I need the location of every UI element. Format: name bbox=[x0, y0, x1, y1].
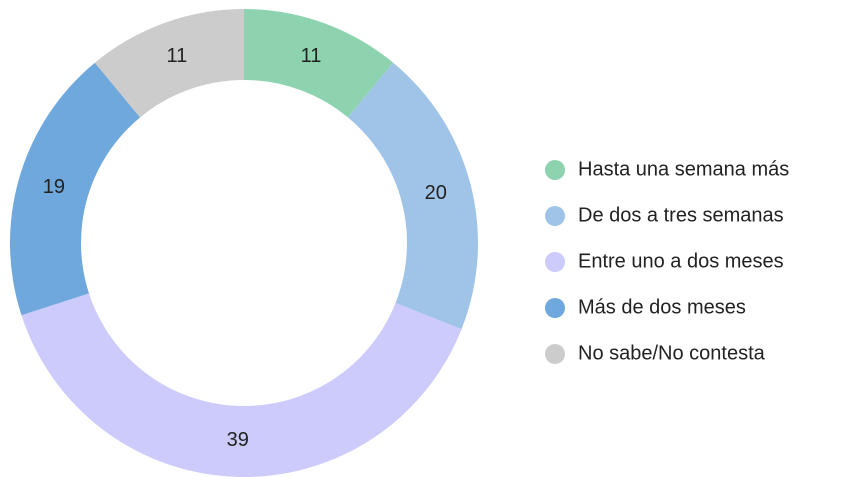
legend-swatch bbox=[545, 252, 565, 272]
legend-swatch bbox=[545, 206, 565, 226]
legend-label: Entre uno a dos meses bbox=[578, 250, 784, 272]
data-label: 39 bbox=[227, 429, 249, 451]
legend-label: No sabe/No contesta bbox=[578, 342, 766, 364]
data-label: 19 bbox=[43, 176, 65, 198]
data-label: 11 bbox=[167, 45, 188, 67]
data-label: 20 bbox=[425, 182, 447, 204]
donut-segment bbox=[244, 9, 394, 118]
legend-swatch bbox=[545, 160, 565, 180]
donut-segment bbox=[347, 62, 478, 330]
legend-label: Hasta una semana más bbox=[578, 158, 789, 180]
donut-segment bbox=[10, 62, 141, 316]
legend-label: Más de dos meses bbox=[578, 296, 746, 318]
legend-label: De dos a tres semanas bbox=[578, 204, 784, 226]
data-label: 11 bbox=[301, 45, 322, 67]
donut-segment bbox=[94, 9, 244, 118]
legend-swatch bbox=[545, 344, 565, 364]
legend-swatch bbox=[545, 298, 565, 318]
donut-segment bbox=[21, 293, 462, 477]
